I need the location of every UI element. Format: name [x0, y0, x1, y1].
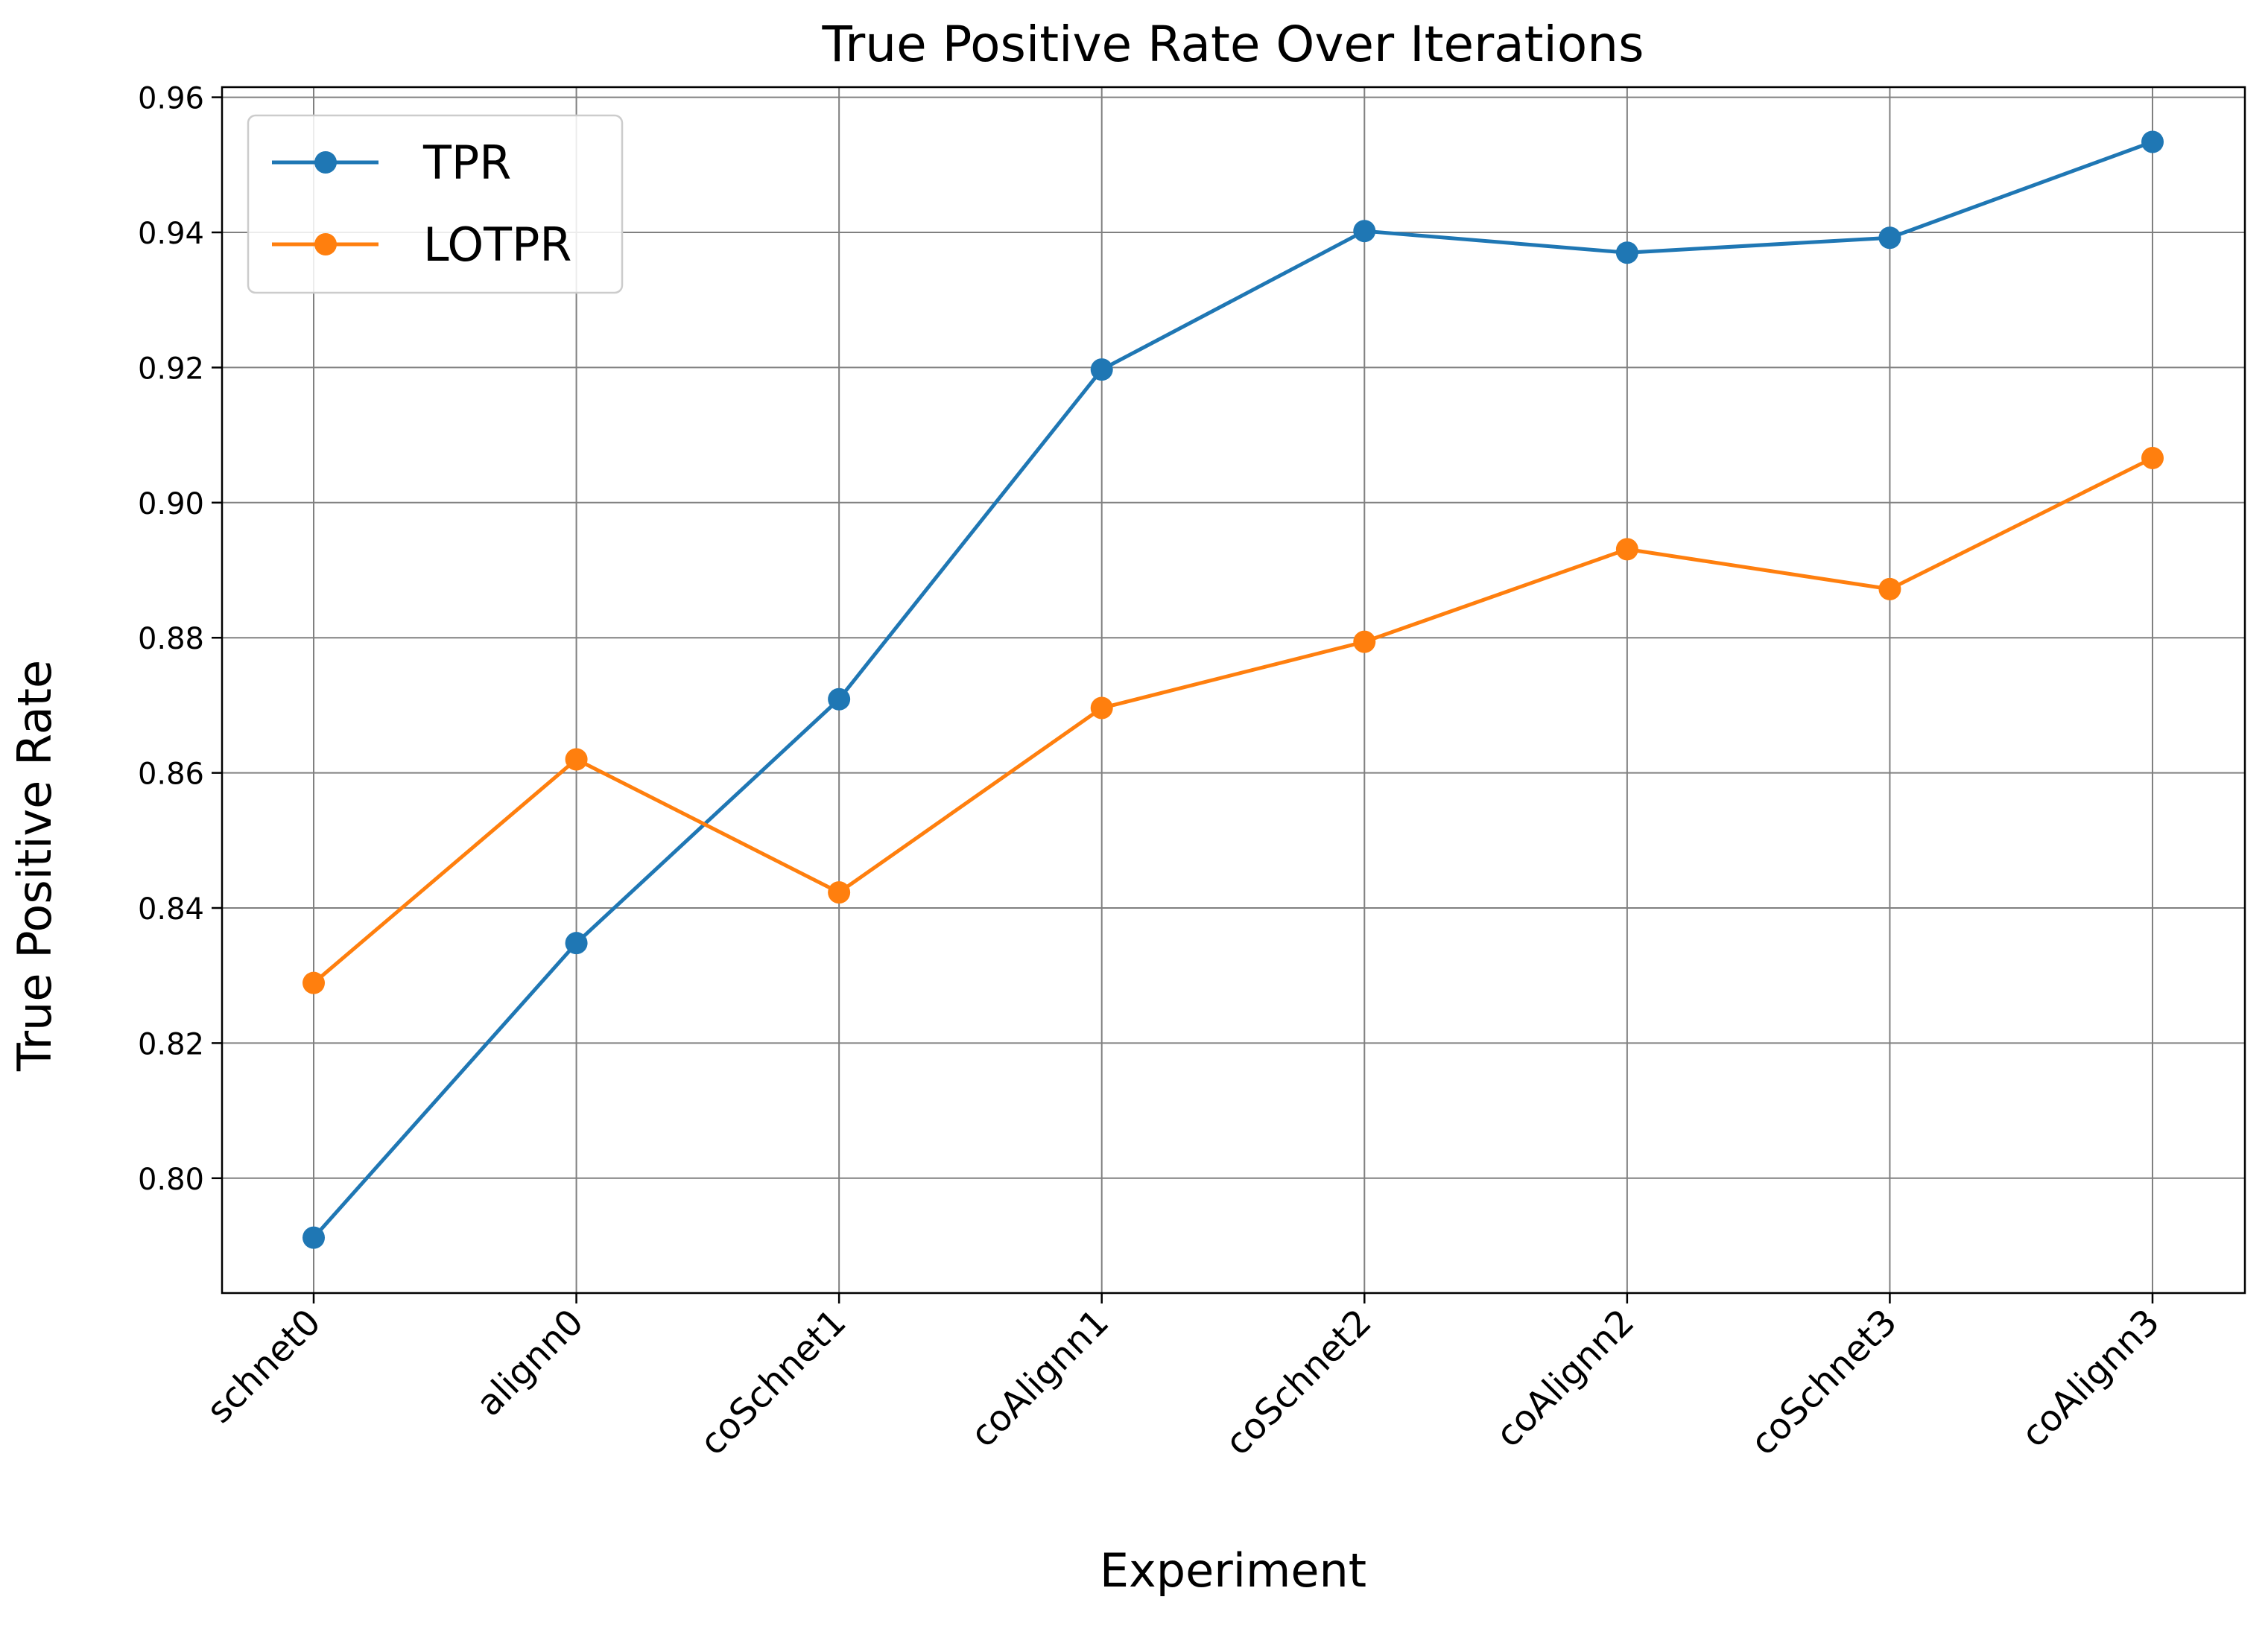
- data-point: [1090, 696, 1113, 720]
- chart-title: True Positive Rate Over Iterations: [822, 16, 1644, 73]
- data-point: [1615, 538, 1638, 561]
- legend-marker: [314, 151, 337, 174]
- legend-box: [247, 114, 624, 294]
- y-axis-label: True Positive Rate: [7, 660, 62, 1072]
- data-point: [2141, 446, 2164, 469]
- data-point: [302, 971, 325, 994]
- series-line: [312, 140, 2153, 1239]
- plot-area-frame: [221, 86, 2246, 1295]
- legend-marker: [314, 233, 337, 255]
- data-point: [302, 1226, 325, 1249]
- y-tick-label: 0.94: [138, 217, 204, 251]
- data-point: [2141, 130, 2164, 153]
- y-tick-label: 0.90: [138, 487, 204, 521]
- y-tick-label: 0.92: [138, 352, 204, 386]
- y-tick-label: 0.82: [138, 1027, 204, 1061]
- y-tick-label: 0.88: [138, 622, 204, 656]
- data-point: [1353, 220, 1376, 243]
- series-lotpr: [302, 446, 2164, 994]
- data-point: [1353, 630, 1376, 653]
- y-tick-label: 0.96: [138, 82, 204, 116]
- y-tick-label: 0.86: [138, 758, 204, 792]
- legend: TPR LOTPR: [247, 114, 624, 294]
- data-point: [1878, 226, 1901, 250]
- x-axis-label: Experiment: [1100, 1543, 1366, 1598]
- y-tick-label: 0.80: [138, 1163, 204, 1197]
- data-point: [565, 932, 588, 955]
- data-point: [828, 687, 851, 711]
- data-point: [1615, 241, 1638, 264]
- data-point: [1090, 358, 1113, 381]
- series-line: [312, 456, 2154, 985]
- data-point: [565, 748, 588, 771]
- legend-label: LOTPR: [423, 217, 571, 272]
- y-tick-label: 0.84: [138, 892, 204, 927]
- series-group: [302, 130, 2164, 1249]
- data-point: [828, 881, 851, 904]
- data-point: [1878, 577, 1901, 600]
- series-tpr: [302, 130, 2164, 1249]
- legend-label: TPR: [422, 136, 511, 190]
